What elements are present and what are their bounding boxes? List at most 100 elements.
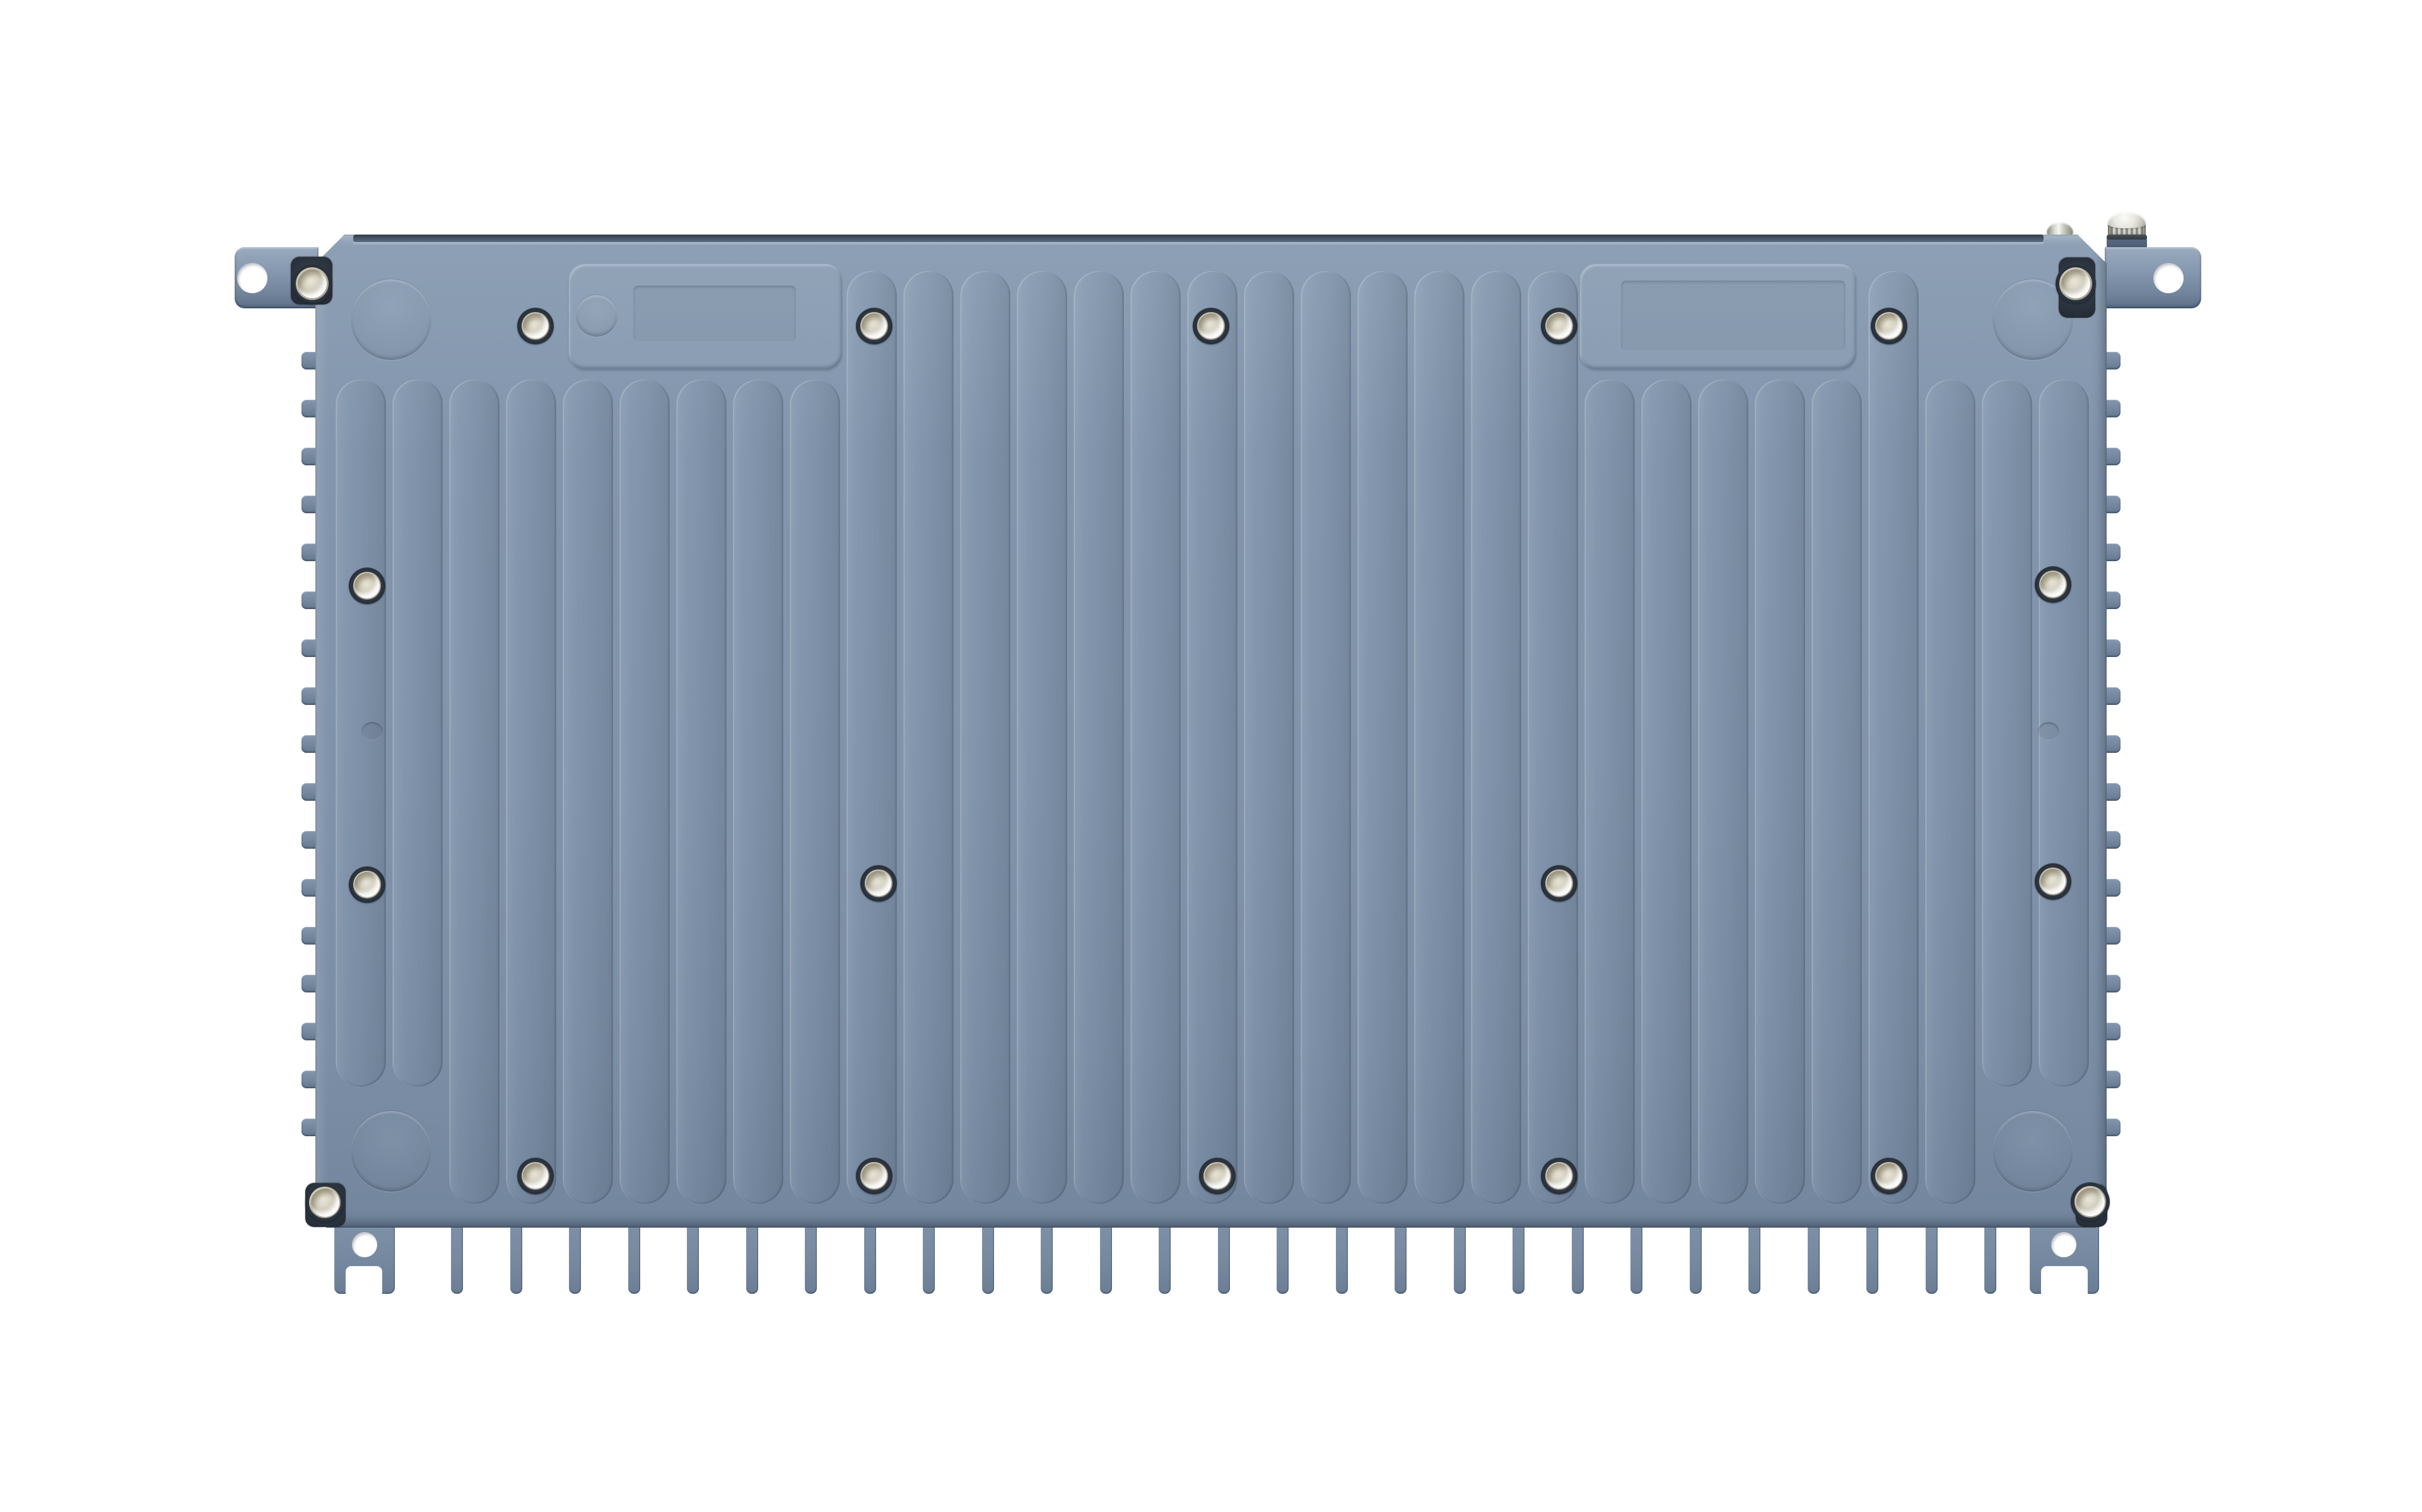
side-tab-left — [301, 783, 317, 801]
side-tab-left — [301, 735, 317, 753]
comb-tooth — [1277, 1222, 1289, 1294]
comb-tooth — [746, 1222, 758, 1294]
foot-hole — [352, 1232, 377, 1257]
cooling-rib — [734, 380, 783, 1204]
ear-bolt-hole — [2153, 263, 2184, 293]
plate-label-recess — [1621, 281, 1846, 351]
mounting-ear-right — [2105, 247, 2201, 308]
comb-tooth — [569, 1222, 581, 1294]
face-screw — [1545, 869, 1573, 897]
plate-label-recess — [633, 286, 796, 342]
cooling-rib — [1244, 271, 1294, 1204]
embossed-circle — [351, 279, 431, 360]
comb-tooth — [1689, 1222, 1702, 1294]
bracket-foot — [334, 1222, 395, 1294]
corner-torx-screw — [2059, 267, 2092, 300]
comb-tooth — [863, 1222, 876, 1294]
cooling-rib — [1188, 271, 1237, 1204]
comb-tooth — [510, 1222, 522, 1294]
face-screw — [353, 572, 381, 600]
face-screw — [522, 312, 549, 340]
comb-tooth — [451, 1222, 463, 1294]
comb-tooth — [1159, 1222, 1171, 1294]
face-screw — [2039, 571, 2067, 598]
side-tab-left — [301, 544, 317, 561]
cooling-rib — [393, 380, 442, 1086]
comb-tooth — [981, 1222, 994, 1294]
cooling-rib — [1982, 380, 2032, 1086]
side-tab-right — [2105, 1119, 2121, 1136]
face-screw — [865, 869, 892, 897]
cooling-rib — [1755, 380, 1805, 1204]
face-screw — [353, 871, 381, 898]
comb-tooth — [1984, 1222, 1996, 1294]
side-tab-left — [301, 927, 317, 945]
cooling-rib — [1528, 271, 1577, 1204]
cooling-rib — [620, 380, 669, 1204]
corner-torx-screw — [2074, 1186, 2106, 1218]
cooling-rib — [1869, 271, 1918, 1204]
comb-tooth — [923, 1222, 935, 1294]
face-screw — [1197, 312, 1225, 340]
side-tab-right — [2105, 879, 2121, 897]
cooling-rib — [1415, 271, 1464, 1204]
cooling-rib — [1812, 380, 1861, 1204]
comb-tooth — [1512, 1222, 1524, 1294]
terminal-post-cap — [2108, 212, 2146, 228]
face-screw — [1203, 1162, 1231, 1190]
cooling-rib — [790, 380, 840, 1204]
comb-tooth — [1748, 1222, 1760, 1294]
cooling-rib — [1642, 380, 1691, 1204]
cooling-rib — [1585, 380, 1634, 1204]
side-tab-right — [2105, 783, 2121, 801]
side-tab-right — [2105, 831, 2121, 849]
comb-tooth — [805, 1222, 817, 1294]
cooling-rib — [1074, 271, 1123, 1204]
stamped-plate — [1580, 264, 1856, 369]
cooling-rib — [677, 380, 726, 1204]
comb-tooth — [1925, 1222, 1938, 1294]
cooling-rib — [1131, 271, 1180, 1204]
corner-torx-screw — [309, 1187, 341, 1218]
cooling-rib — [904, 271, 953, 1204]
top-edge-highlight — [353, 242, 2044, 245]
corner-torx-screw — [296, 267, 329, 300]
side-tab-right — [2105, 591, 2121, 609]
side-tab-right — [2105, 496, 2121, 513]
side-tab-left — [301, 639, 317, 657]
side-tab-left — [301, 448, 317, 465]
cooling-rib — [1471, 271, 1521, 1204]
device-body — [315, 235, 2107, 1228]
foot-notch — [346, 1266, 382, 1294]
cooling-rib — [2039, 380, 2088, 1086]
side-tab-left — [301, 831, 317, 849]
bracket-foot — [2030, 1222, 2099, 1294]
terminal-post-collar — [2107, 235, 2147, 240]
comb-tooth — [1395, 1222, 1407, 1294]
side-tab-right — [2105, 1023, 2121, 1040]
surface-dimple — [2038, 722, 2059, 741]
ear-bolt-hole — [237, 263, 267, 293]
side-tab-left — [301, 1071, 317, 1088]
side-tab-right — [2105, 927, 2121, 945]
comb-tooth — [1807, 1222, 1820, 1294]
side-tab-left — [301, 352, 317, 369]
cooling-rib — [563, 380, 612, 1204]
comb-tooth — [687, 1222, 699, 1294]
face-screw — [2039, 868, 2067, 895]
side-tab-right — [2105, 639, 2121, 657]
cooling-rib — [1301, 271, 1350, 1204]
side-tab-left — [301, 400, 317, 417]
side-tab-left — [301, 975, 317, 992]
foot-hole — [2051, 1232, 2076, 1257]
comb-tooth — [1041, 1222, 1053, 1294]
side-tab-left — [301, 496, 317, 513]
cooling-rib — [336, 380, 385, 1086]
side-tab-left — [301, 879, 317, 897]
side-tab-right — [2105, 400, 2121, 417]
foot-notch — [2041, 1266, 2088, 1294]
comb-tooth — [1630, 1222, 1642, 1294]
face-screw — [522, 1162, 549, 1190]
face-screw — [1875, 1162, 1903, 1190]
embossed-circle — [351, 1111, 431, 1192]
